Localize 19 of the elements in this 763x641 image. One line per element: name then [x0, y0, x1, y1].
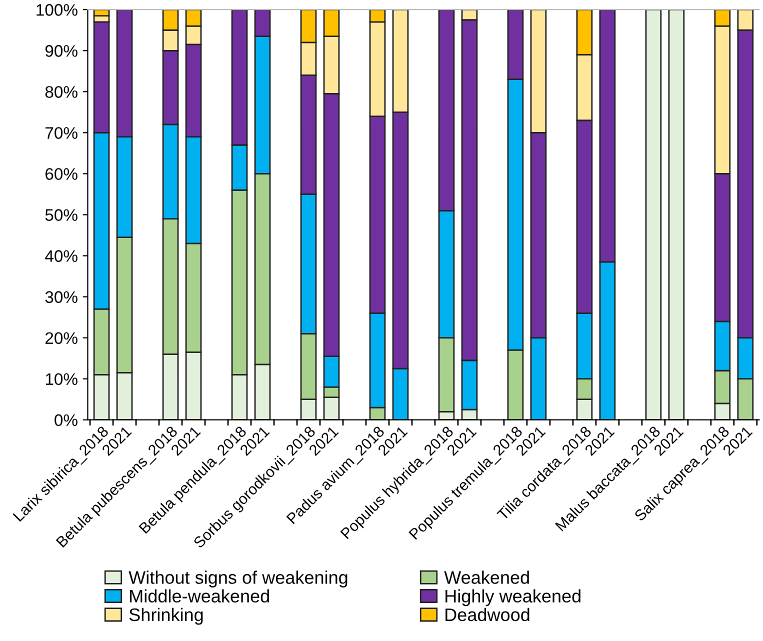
y-tick-label: 20%	[46, 332, 78, 344]
legend-label: Deadwood	[446, 608, 530, 622]
legend-label: Weakened	[444, 570, 529, 584]
y-tick-label: 0%	[54, 414, 78, 426]
legend-label: Shrinking	[129, 608, 203, 625]
y-tick-label: 50%	[45, 209, 78, 221]
legend-label: Highly weakened	[446, 589, 580, 606]
y-tick-label: 60%	[46, 168, 78, 180]
y-tick-label: 70%	[46, 127, 78, 139]
y-tick-label: 10%	[46, 373, 78, 386]
bar	[645, 10, 662, 420]
y-tick-label: 100%	[36, 4, 78, 16]
legend-label: Middle-weakened	[130, 589, 269, 603]
legend-label: Without signs of weakening	[128, 570, 348, 588]
y-tick-label: 90%	[45, 45, 78, 57]
y-tick-label: 30%	[45, 291, 78, 303]
y-tick-label: 80%	[45, 86, 78, 98]
y-tick-label: 40%	[45, 250, 78, 262]
bar	[668, 10, 685, 420]
